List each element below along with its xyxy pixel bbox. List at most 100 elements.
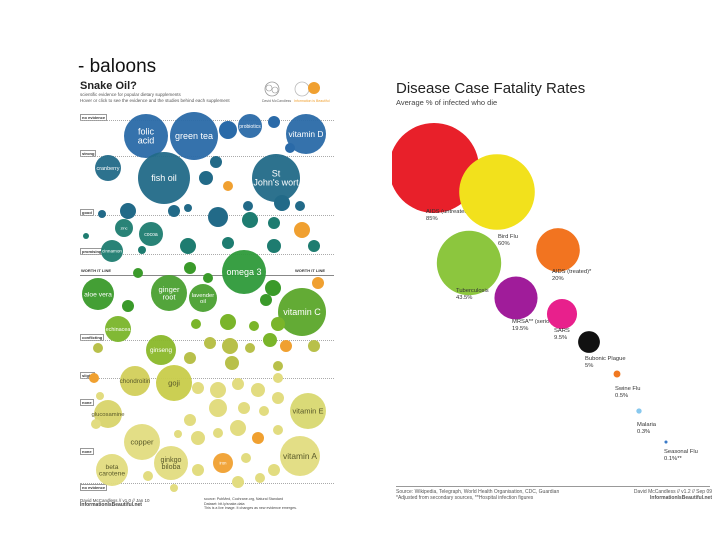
- minor-bubble: [280, 340, 292, 352]
- snake-oil-chart: Snake Oil? scientific evidence for popul…: [78, 78, 336, 515]
- minor-bubble: [273, 425, 283, 435]
- bubble-label-folic-acid: folic: [138, 127, 155, 137]
- bubble-cinnamon: [101, 240, 123, 262]
- bubble-aloe-vera: [82, 278, 114, 310]
- value-label-aids-treated: 20%: [552, 276, 564, 282]
- label-tuberculosis: Tuberculosis: [456, 288, 489, 294]
- bubble-label-ginkgo-biloba: ginkgo: [161, 456, 182, 464]
- minor-bubble: [263, 333, 277, 347]
- bubble-copper: [124, 424, 160, 460]
- bubble-label-goji: goji: [168, 379, 180, 388]
- bubble-beta-carotene: [96, 454, 128, 486]
- bubble-label-vitamin-d: vitamin D: [289, 129, 324, 139]
- fatality-subtitle: Average % of infected who die: [396, 98, 498, 107]
- minor-bubble: [210, 156, 222, 168]
- minor-bubble: [208, 207, 228, 227]
- minor-bubble: [267, 239, 281, 253]
- minor-bubble: [219, 121, 237, 139]
- bubble-omega-3: [222, 250, 266, 294]
- value-label-aids-untreated: 85%: [426, 216, 438, 222]
- minor-bubble: [225, 356, 239, 370]
- bubble-label-beta-carotene-1: carotene: [99, 471, 125, 478]
- minor-bubble: [122, 300, 134, 312]
- value-label-bubonic-plague: 5%: [585, 363, 593, 369]
- logo-badges: David McCandless Information is Beautifu…: [262, 81, 330, 103]
- bubble-label-glucosamine: glucosamine: [92, 412, 125, 418]
- bubble-green-tea: [170, 112, 218, 160]
- minor-bubble: [265, 280, 281, 296]
- bubble-label-vitamin-c: vitamin C: [283, 307, 321, 317]
- bubble-bird-flu: [459, 154, 535, 230]
- snake-footer-right: source: PubMed, Cochrane.org, Natural St…: [204, 497, 334, 511]
- minor-bubble: [243, 201, 253, 211]
- fatality-footer-rule: [396, 486, 710, 487]
- value-label-seasonal-flu: 0.1%**: [664, 456, 682, 462]
- bubble-cocoa: [139, 222, 163, 246]
- minor-bubble: [232, 378, 244, 390]
- minor-bubble: [184, 414, 196, 426]
- bubble-label-ginger-root-1: root: [162, 292, 176, 301]
- tier-line: [80, 254, 334, 255]
- bubble-bubonic-plague: [578, 331, 600, 353]
- minor-bubble: [294, 222, 310, 238]
- bubble-goji: [156, 365, 192, 401]
- subtitle-line-2: Hover or click to see the evidence and t…: [80, 97, 230, 103]
- minor-bubble: [259, 406, 269, 416]
- bubble-label-aloe-vera: aloe vera: [84, 291, 112, 298]
- fatality-footer-right: David McCandless // v1.2 // Sep 09 Infor…: [604, 489, 712, 501]
- minor-bubble: [252, 432, 264, 444]
- snake-footer-right-2: Dataset: bit.ly/snake-data: [204, 501, 245, 506]
- bubble-label-vitamin-e: vitamin E: [292, 407, 323, 416]
- bubble-label-folic-acid-1: acid: [138, 136, 155, 146]
- bubble-label-green-tea: green tea: [175, 131, 213, 141]
- bubble-vitamin-a: [280, 436, 320, 476]
- minor-bubble: [271, 317, 285, 331]
- bubble-chondroitin: [120, 366, 150, 396]
- snake-footer-left: David McCandless // v1.0 // Jan 10 Infor…: [80, 498, 150, 508]
- fatality-footer-left: Source: Wikipedia, Telegraph, World Heal…: [396, 489, 596, 501]
- bubble-label-probiotics: probiotics: [239, 124, 261, 130]
- value-label-malaria: 0.3%: [637, 429, 650, 435]
- subtitle-line-1: scientific evidence for popular dietary …: [80, 92, 181, 97]
- minor-bubble: [273, 373, 283, 383]
- tier-label-extra: none: [80, 448, 94, 455]
- minor-bubble: [89, 373, 99, 383]
- tier-label-none: none: [80, 399, 94, 406]
- minor-bubble: [312, 277, 324, 289]
- minor-bubble: [138, 246, 146, 254]
- minor-bubble: [210, 382, 226, 398]
- bubble-ginger-root: [151, 275, 187, 311]
- fatality-footer-left-2: *Adjusted from secondary sources, **Hosp…: [396, 495, 534, 501]
- bubble-label-fish-oil: fish oil: [151, 173, 177, 183]
- snake-oil-title: Snake Oil?: [80, 80, 137, 92]
- minor-bubble: [191, 319, 201, 329]
- minor-bubble: [295, 201, 305, 211]
- minor-bubble: [242, 212, 258, 228]
- bubble-aids-untreated: [392, 123, 479, 213]
- bubble-glucosamine: [94, 400, 122, 428]
- minor-bubble: [98, 210, 106, 218]
- snake-footer-right-1: source: PubMed, Cochrane.org, Natural St…: [204, 497, 284, 501]
- minor-bubble: [245, 343, 255, 353]
- minor-bubble: [274, 195, 290, 211]
- minor-bubble: [184, 204, 192, 212]
- bubble-label-vitamin-a: vitamin A: [283, 451, 317, 461]
- bubble-label-ginger-root: ginger: [159, 285, 180, 294]
- value-label-mrsa-serious: 19.5%: [512, 326, 528, 332]
- circle-logo-icon: [264, 81, 280, 97]
- bubble-sars: [546, 298, 578, 330]
- minor-bubble: [184, 352, 196, 364]
- minor-bubble: [241, 453, 251, 463]
- minor-bubble: [184, 262, 196, 274]
- minor-bubble: [272, 392, 284, 404]
- minor-bubble: [91, 419, 101, 429]
- minor-bubble: [308, 240, 320, 252]
- bubble-label-st-john-s-wort-1: John's wort: [253, 178, 299, 188]
- bubble-label-iron: iron: [220, 460, 228, 465]
- value-label-sars: 9.5%: [554, 335, 567, 341]
- minor-bubble: [170, 484, 178, 492]
- logo-text-1: David McCandless: [262, 99, 291, 103]
- minor-bubble: [213, 428, 223, 438]
